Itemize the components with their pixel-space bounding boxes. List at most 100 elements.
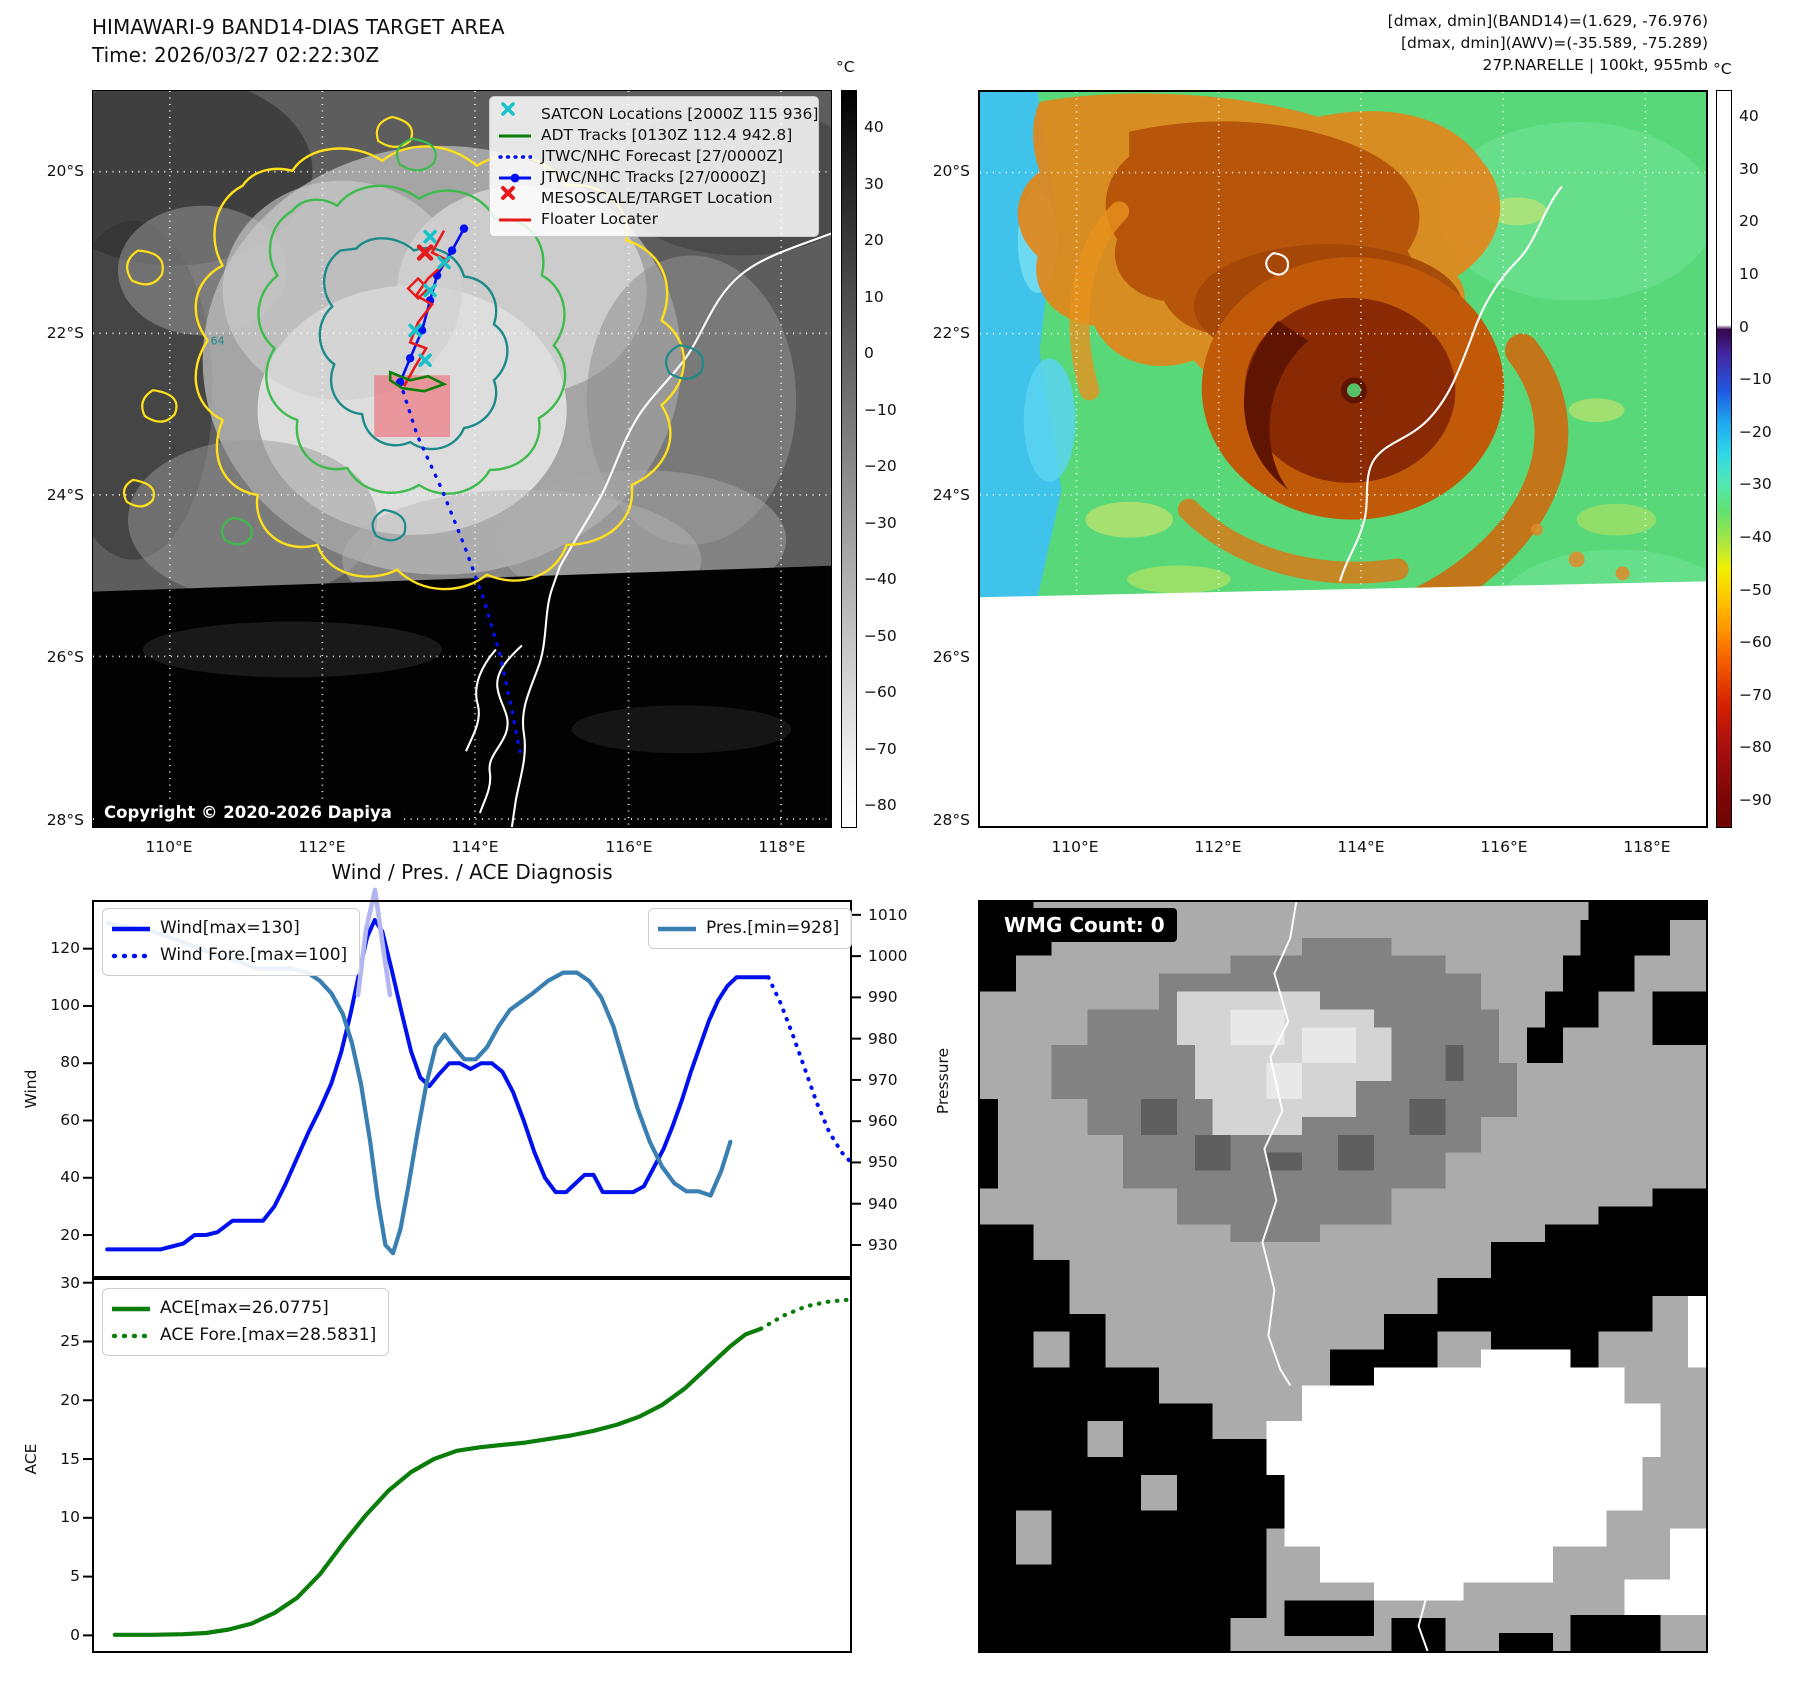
left-cb-0: 0 — [864, 344, 874, 362]
wind-fore-legend-row: Wind Fore.[max=100] — [111, 942, 347, 969]
adt-line-icon — [498, 132, 532, 140]
adt-track — [388, 370, 448, 393]
pres-tick-980: 980 — [868, 1030, 898, 1048]
right-lon-116e: 116°E — [1480, 838, 1528, 856]
wind-fore-dotted-icon — [111, 952, 151, 960]
storm-id-intensity: 27P.NARELLE | 100kt, 955mb — [1482, 56, 1709, 74]
left-cb-m70: −70 — [864, 740, 897, 758]
pres-tick-960: 960 — [868, 1112, 898, 1130]
ace-legend-label: ACE[max=26.0775] — [160, 1298, 329, 1318]
right-lon-114e: 114°E — [1337, 838, 1385, 856]
left-lat-20s: 20°S — [46, 162, 84, 180]
right-cb-m20: −20 — [1739, 423, 1772, 441]
dmax-dmin-awv: [dmax, dmin](AWV)=(-35.589, -75.289) — [1401, 34, 1708, 52]
right-lon-118e: 118°E — [1623, 838, 1671, 856]
ace-tick-0: 0 — [70, 1626, 80, 1644]
right-cb-0: 0 — [1739, 318, 1749, 336]
legend-row-satcon: SATCON Locations [2000Z 115 936] — [498, 102, 818, 125]
right-cb-m70: −70 — [1739, 686, 1772, 704]
jtwc-track-points — [395, 224, 469, 387]
wind-tick-20: 20 — [60, 1226, 80, 1244]
legend-row-jtwc-forecast: JTWC/NHC Forecast [27/0000Z] — [498, 146, 808, 167]
pres-tick-990: 990 — [868, 988, 898, 1006]
pressure-axis-label: Pressure — [934, 1047, 952, 1115]
pres-legend-row: Pres.[min=928] — [657, 915, 839, 942]
left-colorbar — [841, 90, 857, 828]
ace-fore-legend-row: ACE Fore.[max=28.5831] — [111, 1322, 376, 1349]
left-cb-m20: −20 — [864, 457, 897, 475]
right-colorbar — [1716, 90, 1732, 828]
ace-tick-15: 15 — [60, 1450, 80, 1468]
wmg-coastline — [1261, 902, 1298, 1386]
left-lon-114e: 114°E — [451, 838, 499, 856]
left-lat-24s: 24°S — [46, 486, 84, 504]
left-cb-30: 30 — [864, 175, 884, 193]
left-lon-118e: 118°E — [758, 838, 806, 856]
storm-eye — [1346, 383, 1361, 398]
left-lon-112e: 112°E — [298, 838, 346, 856]
legend-row-adt: ADT Tracks [0130Z 112.4 942.8] — [498, 125, 808, 146]
ace-fore-dotted-icon — [111, 1332, 151, 1340]
right-lat-26s: 26°S — [932, 648, 970, 666]
legend-label-mesoscale: MESOSCALE/TARGET Location — [541, 189, 773, 207]
right-lat-22s: 22°S — [932, 324, 970, 342]
floater-line-icon — [498, 216, 532, 224]
annotation-block: [dmax, dmin](BAND14)=(1.629, -76.976) [d… — [1150, 10, 1708, 76]
enhanced-ir-map — [978, 90, 1708, 828]
wmg-panel: WMG Count: 0 — [978, 900, 1708, 1653]
legend-row-mesoscale: MESOSCALE/TARGET Location — [498, 185, 808, 209]
left-lat-22s: 22°S — [46, 324, 84, 342]
chart-title: Wind / Pres. / ACE Diagnosis — [331, 860, 613, 884]
ace-legend-row: ACE[max=26.0775] — [111, 1295, 376, 1322]
wind-axis-label: Wind — [22, 1069, 40, 1109]
legend-label-jtwc-tracks: JTWC/NHC Tracks [27/0000Z] — [541, 168, 767, 186]
wind-tick-80: 80 — [60, 1053, 80, 1071]
legend-label-adt: ADT Tracks [0130Z 112.4 942.8] — [541, 126, 793, 144]
copyright-badge: Copyright © 2020-2026 Dapiya — [95, 800, 401, 825]
right-cb-10: 10 — [1739, 265, 1759, 283]
legend-label-floater: Floater Locater — [541, 210, 658, 228]
left-cb-10: 10 — [864, 288, 884, 306]
pres-tick-1010: 1010 — [868, 906, 908, 924]
right-cb-m40: −40 — [1739, 528, 1772, 546]
left-lon-116e: 116°E — [605, 838, 653, 856]
legend-label-satcon: SATCON Locations [2000Z 115 936] — [541, 105, 819, 123]
dmax-dmin-band14: [dmax, dmin](BAND14)=(1.629, -76.976) — [1387, 12, 1708, 30]
right-cb-m30: −30 — [1739, 475, 1772, 493]
wind-line-icon — [111, 925, 151, 933]
storm-tracks — [388, 224, 522, 753]
right-colorbar-unit: °C — [1713, 60, 1732, 78]
right-cb-m10: −10 — [1739, 370, 1772, 388]
enhanced-ir-image — [980, 92, 1706, 826]
pres-line-icon — [657, 925, 697, 933]
right-cb-30: 30 — [1739, 160, 1759, 178]
map-legend: SATCON Locations [2000Z 115 936] ADT Tra… — [489, 96, 819, 237]
wmg-image — [980, 902, 1706, 1651]
pres-tick-940: 940 — [868, 1195, 898, 1213]
legend-label-jtwc-forecast: JTWC/NHC Forecast [27/0000Z] — [541, 147, 784, 165]
pres-tick-1000: 1000 — [868, 947, 908, 965]
right-lat-28s: 28°S — [932, 811, 970, 829]
right-cb-m50: −50 — [1739, 581, 1772, 599]
right-lon-110e: 110°E — [1051, 838, 1099, 856]
ace-line-icon — [111, 1305, 151, 1313]
pres-legend: Pres.[min=928] — [648, 908, 853, 949]
left-cb-m50: −50 — [864, 627, 897, 645]
wind-fore-legend-label: Wind Fore.[max=100] — [160, 945, 348, 965]
left-colorbar-unit: °C — [836, 58, 855, 76]
ace-legend: ACE[max=26.0775] ACE Fore.[max=28.5831] — [102, 1288, 390, 1356]
right-lat-20s: 20°S — [932, 162, 970, 180]
graticule-right — [980, 92, 1706, 826]
wind-tick-60: 60 — [60, 1111, 80, 1129]
wind-tick-40: 40 — [60, 1168, 80, 1186]
timestamp: Time: 2026/03/27 02:22:30Z — [92, 43, 380, 67]
left-cb-m30: −30 — [864, 514, 897, 532]
left-cb-20: 20 — [864, 231, 884, 249]
forecast-dotted-icon — [498, 153, 532, 161]
coastline-right — [1265, 185, 1563, 582]
left-lon-110e: 110°E — [145, 838, 193, 856]
target-area-box — [374, 375, 451, 438]
satcon-markers — [408, 229, 451, 368]
band14-satellite-map: 64 — [92, 90, 832, 828]
